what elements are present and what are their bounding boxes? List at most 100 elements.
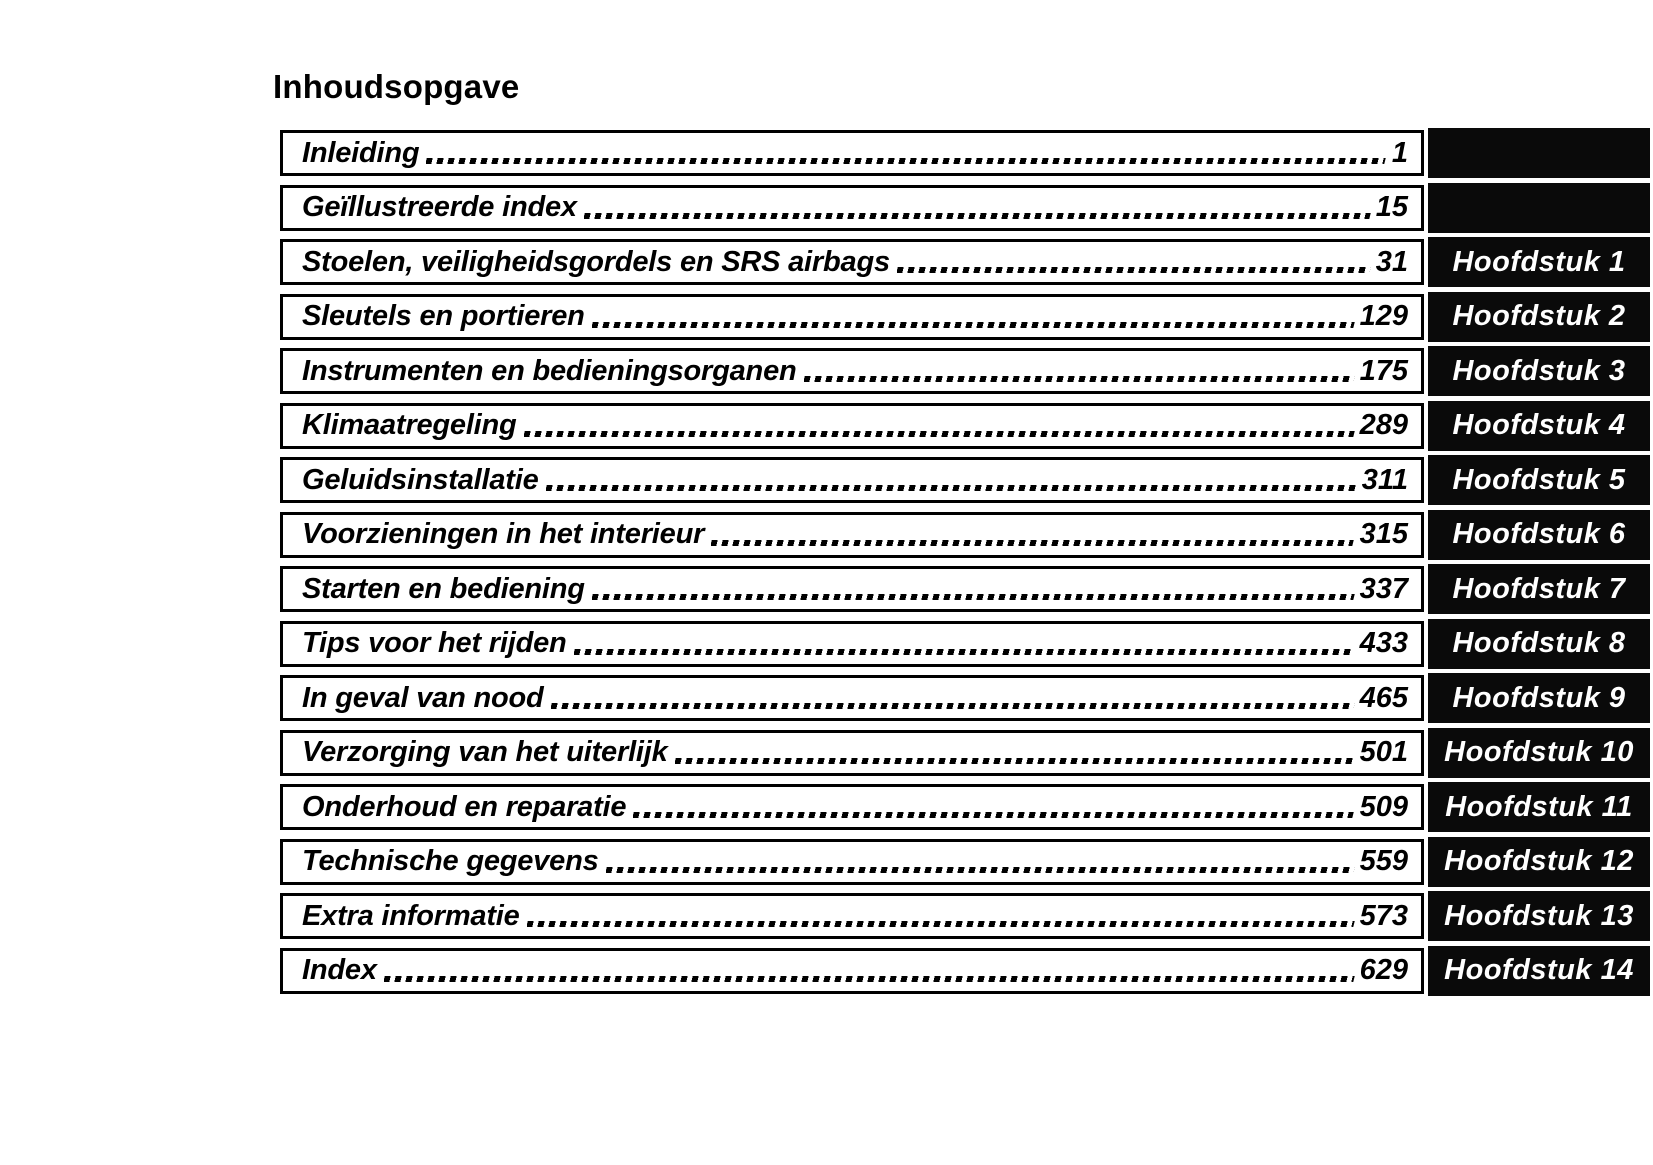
dotted-leader [605,842,1356,882]
chapter-tab-label: Hoofdstuk 8 [1452,627,1626,659]
toc-row: Index 629 Hoofdstuk 14 [280,945,1650,996]
toc-entry-title: Onderhoud en reparatie [302,790,627,823]
toc-row: Onderhoud en reparatie 509 Hoofdstuk 11 [280,782,1650,832]
toc-entry: Index 629 [280,947,1424,994]
toc-entry-page: 509 [1359,790,1408,823]
toc-row: Geluidsinstallatie 311 Hoofdstuk 5 [280,455,1650,505]
leader-dots [633,812,1355,818]
toc-entry: Onderhoud en reparatie 509 [280,784,1424,830]
toc-entry: Geluidsinstallatie 311 [280,457,1424,503]
leader-dots [674,757,1355,764]
chapter-tab: Hoofdstuk 11 [1428,782,1650,832]
toc-row: Voorzieningen in het interieur 315 Hoofd… [280,509,1650,560]
toc-entry: Stoelen, veiligheidsgordels en SRS airba… [280,239,1424,285]
chapter-tab: Hoofdstuk 8 [1428,618,1650,669]
toc-entry-page: 501 [1359,736,1408,768]
toc-entry-page: 465 [1359,681,1408,714]
chapter-tab: Hoofdstuk 3 [1428,346,1650,396]
chapter-tab-label: Hoofdstuk 10 [1444,736,1634,768]
toc-entry: Sleutels en portieren 129 [280,293,1424,340]
toc-row: Klimaatregeling 289 Hoofdstuk 4 [280,400,1650,451]
toc-entry: Instrumenten en bedieningsorganen 175 [280,348,1424,394]
dotted-leader [545,460,1358,500]
toc-entry: Tips voor het rijden 433 [280,620,1424,667]
toc-row: Technische gegevens 559 Hoofdstuk 12 [280,836,1650,887]
leader-dots [896,267,1371,273]
chapter-tab-label: Hoofdstuk 5 [1452,463,1626,496]
chapter-tab [1428,182,1650,233]
toc-entry-title: Instrumenten en bedieningsorganen [302,354,797,387]
page-title: Inhoudsopgave [273,68,520,105]
toc-entry-page: 289 [1359,409,1408,441]
leader-dots [545,485,1357,491]
leader-dots [426,158,1387,164]
leader-dots [591,321,1355,328]
chapter-tab-label: Hoofdstuk 11 [1445,790,1633,823]
chapter-tab-label: Hoofdstuk 14 [1444,954,1634,986]
leader-dots [523,430,1355,437]
toc-row: Verzorging van het uiterlijk 501 Hoofdst… [280,727,1650,778]
chapter-tab: Hoofdstuk 5 [1428,455,1650,505]
leader-dots [383,975,1355,982]
chapter-tab: Hoofdstuk 13 [1428,891,1650,941]
chapter-tab: Hoofdstuk 4 [1428,400,1650,451]
chapter-tab: Hoofdstuk 10 [1428,727,1650,778]
toc-row: Tips voor het rijden 433 Hoofdstuk 8 [280,618,1650,669]
toc-row: Geïllustreerde index 15 [280,182,1650,233]
dotted-leader [573,624,1356,664]
toc-entry: Inleiding 1 [280,130,1424,176]
toc-entry: Geïllustreerde index 15 [280,184,1424,231]
chapter-tab-label: Hoofdstuk 9 [1452,681,1626,714]
dotted-leader [526,896,1356,936]
toc-row: Extra informatie 573 Hoofdstuk 13 [280,891,1650,941]
dotted-leader [803,351,1356,391]
toc-entry-page: 129 [1359,300,1408,332]
leader-dots [583,212,1371,219]
toc-entry: Verzorging van het uiterlijk 501 [280,729,1424,776]
chapter-tab: Hoofdstuk 2 [1428,291,1650,342]
leader-dots [591,594,1355,600]
chapter-tab [1428,128,1650,178]
toc-entry-title: In geval van nood [302,681,544,714]
chapter-tab: Hoofdstuk 6 [1428,509,1650,560]
toc-row: Stoelen, veiligheidsgordels en SRS airba… [280,237,1650,287]
leader-dots [605,866,1355,873]
dotted-leader [383,951,1356,991]
toc-entry-page: 1 [1391,136,1408,169]
chapter-tab-label: Hoofdstuk 3 [1452,354,1626,387]
toc-entry-title: Sleutels en portieren [302,300,585,332]
toc-entry-title: Stoelen, veiligheidsgordels en SRS airba… [302,245,890,278]
toc-entry-title: Tips voor het rijden [302,627,567,659]
chapter-tab-label: Hoofdstuk 13 [1444,899,1634,932]
toc-entry-title: Geluidsinstallatie [302,463,539,496]
toc-entry-page: 337 [1359,572,1408,605]
dotted-leader [426,133,1387,173]
chapter-tab-label: Hoofdstuk 2 [1452,300,1626,332]
toc-entry-page: 629 [1359,954,1408,986]
toc-entry-title: Geïllustreerde index [302,191,577,223]
dotted-leader [523,406,1356,446]
chapter-tab-label: Hoofdstuk 4 [1452,409,1626,441]
leader-dots [573,648,1355,655]
dotted-leader [633,787,1355,827]
toc-entry-page: 15 [1375,191,1408,223]
dotted-leader [591,569,1356,609]
dotted-leader [550,678,1356,718]
chapter-tab: Hoofdstuk 7 [1428,564,1650,614]
toc-entry-page: 559 [1359,845,1408,877]
toc-entry-title: Voorzieningen in het interieur [302,518,705,550]
leader-dots [711,539,1355,546]
toc-entry-page: 311 [1361,463,1408,496]
toc-row: Starten en bediening 337 Hoofdstuk 7 [280,564,1650,614]
toc-entry-title: Klimaatregeling [302,409,517,441]
leader-dots [550,703,1355,709]
leader-dots [526,921,1355,927]
chapter-tab: Hoofdstuk 14 [1428,945,1650,996]
toc-entry-page: 31 [1375,245,1408,278]
toc-entry-page: 573 [1359,899,1408,932]
chapter-tab: Hoofdstuk 9 [1428,673,1650,723]
toc-entry: Technische gegevens 559 [280,838,1424,885]
chapter-tab-label: Hoofdstuk 1 [1452,245,1626,278]
leader-dots [803,376,1355,382]
chapter-tab: Hoofdstuk 12 [1428,836,1650,887]
